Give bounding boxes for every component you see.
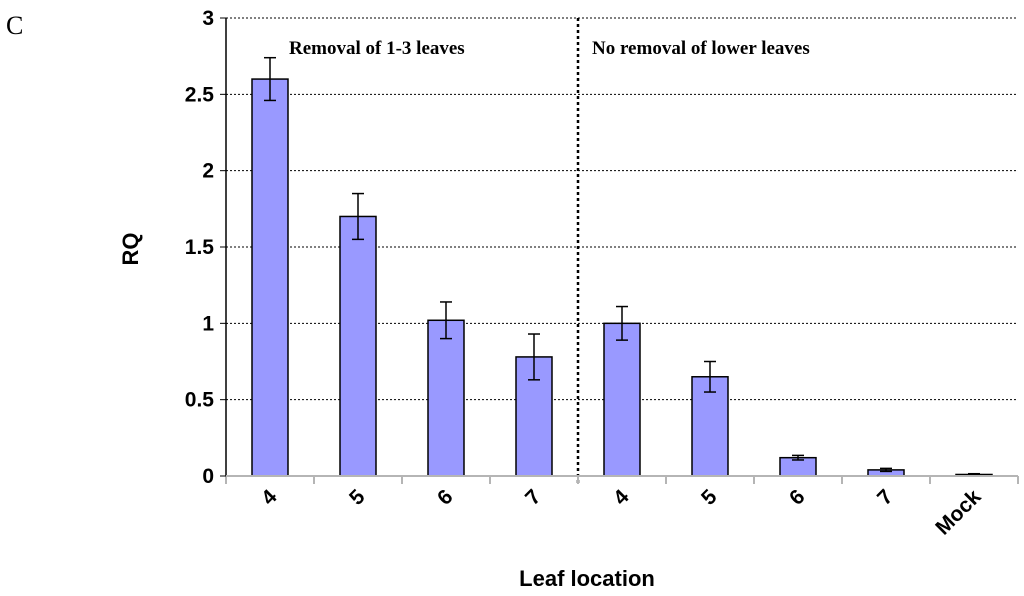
x-tick-labels: 4 5 6 7 4 5 6 7 Mock: [257, 485, 986, 539]
bars: [251, 78, 993, 477]
bar: [251, 78, 289, 477]
x-tick-label: Mock: [931, 485, 985, 539]
y-tick-label: 2.5: [185, 83, 215, 106]
error-bars: [264, 56, 980, 476]
y-axis-title: RQ: [118, 233, 143, 266]
x-tick-label: 4: [257, 485, 282, 510]
x-tick-label: 5: [697, 485, 722, 510]
x-tick-label: 6: [785, 485, 810, 510]
x-tick-label: 6: [433, 485, 458, 510]
annotation-no-removal: No removal of lower leaves: [592, 38, 810, 59]
y-tick-label: 3: [202, 7, 214, 30]
x-tick-label: 7: [521, 485, 546, 510]
x-tick-label: 4: [609, 485, 634, 510]
y-tick-label: 1.5: [185, 236, 215, 259]
y-tick-label: 0: [202, 465, 214, 488]
annotation-removal: Removal of 1-3 leaves: [289, 38, 465, 59]
y-tick-label: 1: [202, 312, 214, 335]
x-axis-title: Leaf location: [519, 566, 655, 591]
panel-label: C: [6, 11, 23, 40]
y-tick-labels: 0 0.5 1 1.5 2 2.5 3: [185, 7, 226, 488]
bar: [427, 319, 465, 477]
y-tick-label: 2: [202, 160, 214, 183]
x-tick-label: 5: [345, 485, 370, 510]
y-tick-label: 0.5: [185, 389, 215, 412]
x-tick-label: 7: [873, 485, 898, 510]
bar: [339, 215, 377, 477]
bar: [691, 376, 729, 477]
bar: [603, 322, 641, 477]
